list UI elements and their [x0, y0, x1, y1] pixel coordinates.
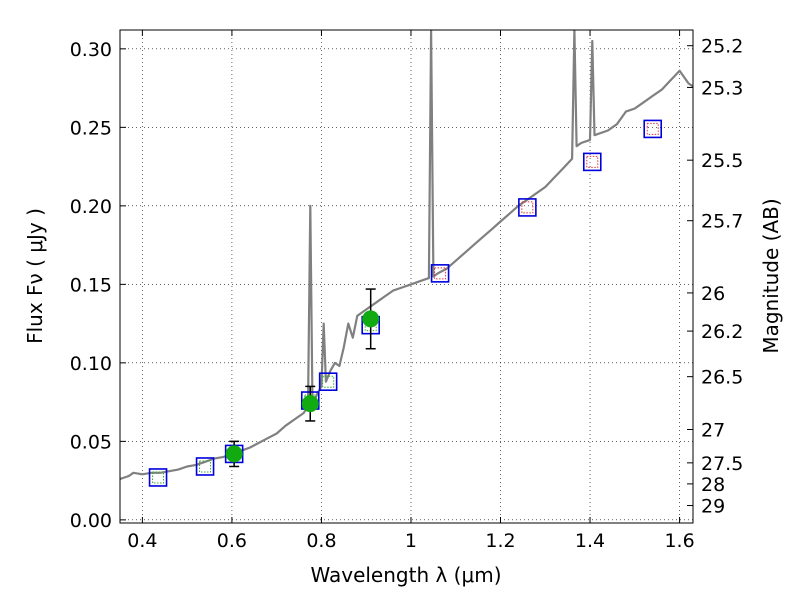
plot-frame	[119, 29, 694, 524]
y-tick-label: 0.30	[70, 39, 112, 61]
y2-tick-label: 28	[701, 474, 725, 496]
y2-tick-label: 25.3	[701, 77, 743, 99]
synthetic-square	[521, 201, 534, 214]
y-tick-label: 0.10	[70, 353, 112, 375]
synthetic-square	[586, 155, 599, 168]
x-tick-label: 0.6	[217, 530, 247, 552]
synthetic-square	[199, 460, 212, 473]
x-tick-label: 1.6	[664, 530, 694, 552]
x-tick-label: 0.4	[127, 530, 157, 552]
y2-tick-label: 25.2	[701, 36, 743, 58]
x-tick-label: 1.4	[575, 530, 605, 552]
flux-point	[301, 395, 319, 413]
y2-tick-label: 26.2	[701, 321, 743, 343]
filter-square	[318, 372, 338, 391]
x-tick-label: 1.2	[485, 530, 515, 552]
y2-tick-label: 29	[701, 496, 725, 518]
y-tick-label: 0.25	[70, 117, 112, 139]
y-axis-label: Flux Fν ( μJy )	[23, 208, 47, 344]
filter-square	[430, 264, 450, 283]
y2-axis-label: Magnitude (AB)	[759, 198, 783, 353]
y-tick-label: 0.15	[70, 274, 112, 296]
plot-content	[120, 30, 693, 487]
synthetic-square	[322, 375, 335, 388]
x-tick-label: 0.8	[306, 530, 336, 552]
filter-square	[582, 152, 602, 172]
synthetic-square	[152, 471, 165, 484]
filter-square	[643, 119, 663, 139]
flux-point	[362, 310, 380, 328]
y-tick-label: 0.00	[70, 510, 112, 532]
y2-tick-label: 25.7	[701, 211, 743, 233]
y2-tick-label: 26	[701, 283, 725, 305]
y-tick-label: 0.05	[70, 431, 112, 453]
y-tick-label: 0.20	[70, 196, 112, 218]
y2-tick-label: 27.5	[701, 453, 743, 475]
x-axis-label: Wavelength λ (μm)	[310, 563, 501, 587]
y2-tick-label: 26.5	[701, 367, 743, 389]
y2-tick-label: 25.5	[701, 150, 743, 172]
filter-square	[518, 198, 537, 217]
flux-point	[225, 445, 243, 463]
filter-square	[195, 457, 215, 476]
series-layer	[120, 30, 693, 487]
axis-layer: 0.4 0.6 0.8 1 1.2 1.4 1.6 0.00 0.05 0.10 0.15 0.20 0…	[70, 30, 743, 552]
y2-tick-label: 27	[701, 420, 725, 442]
synthetic-square	[434, 267, 447, 280]
x-tick-label: 1	[405, 530, 417, 552]
synthetic-square	[646, 122, 659, 135]
filter-square	[148, 468, 168, 487]
